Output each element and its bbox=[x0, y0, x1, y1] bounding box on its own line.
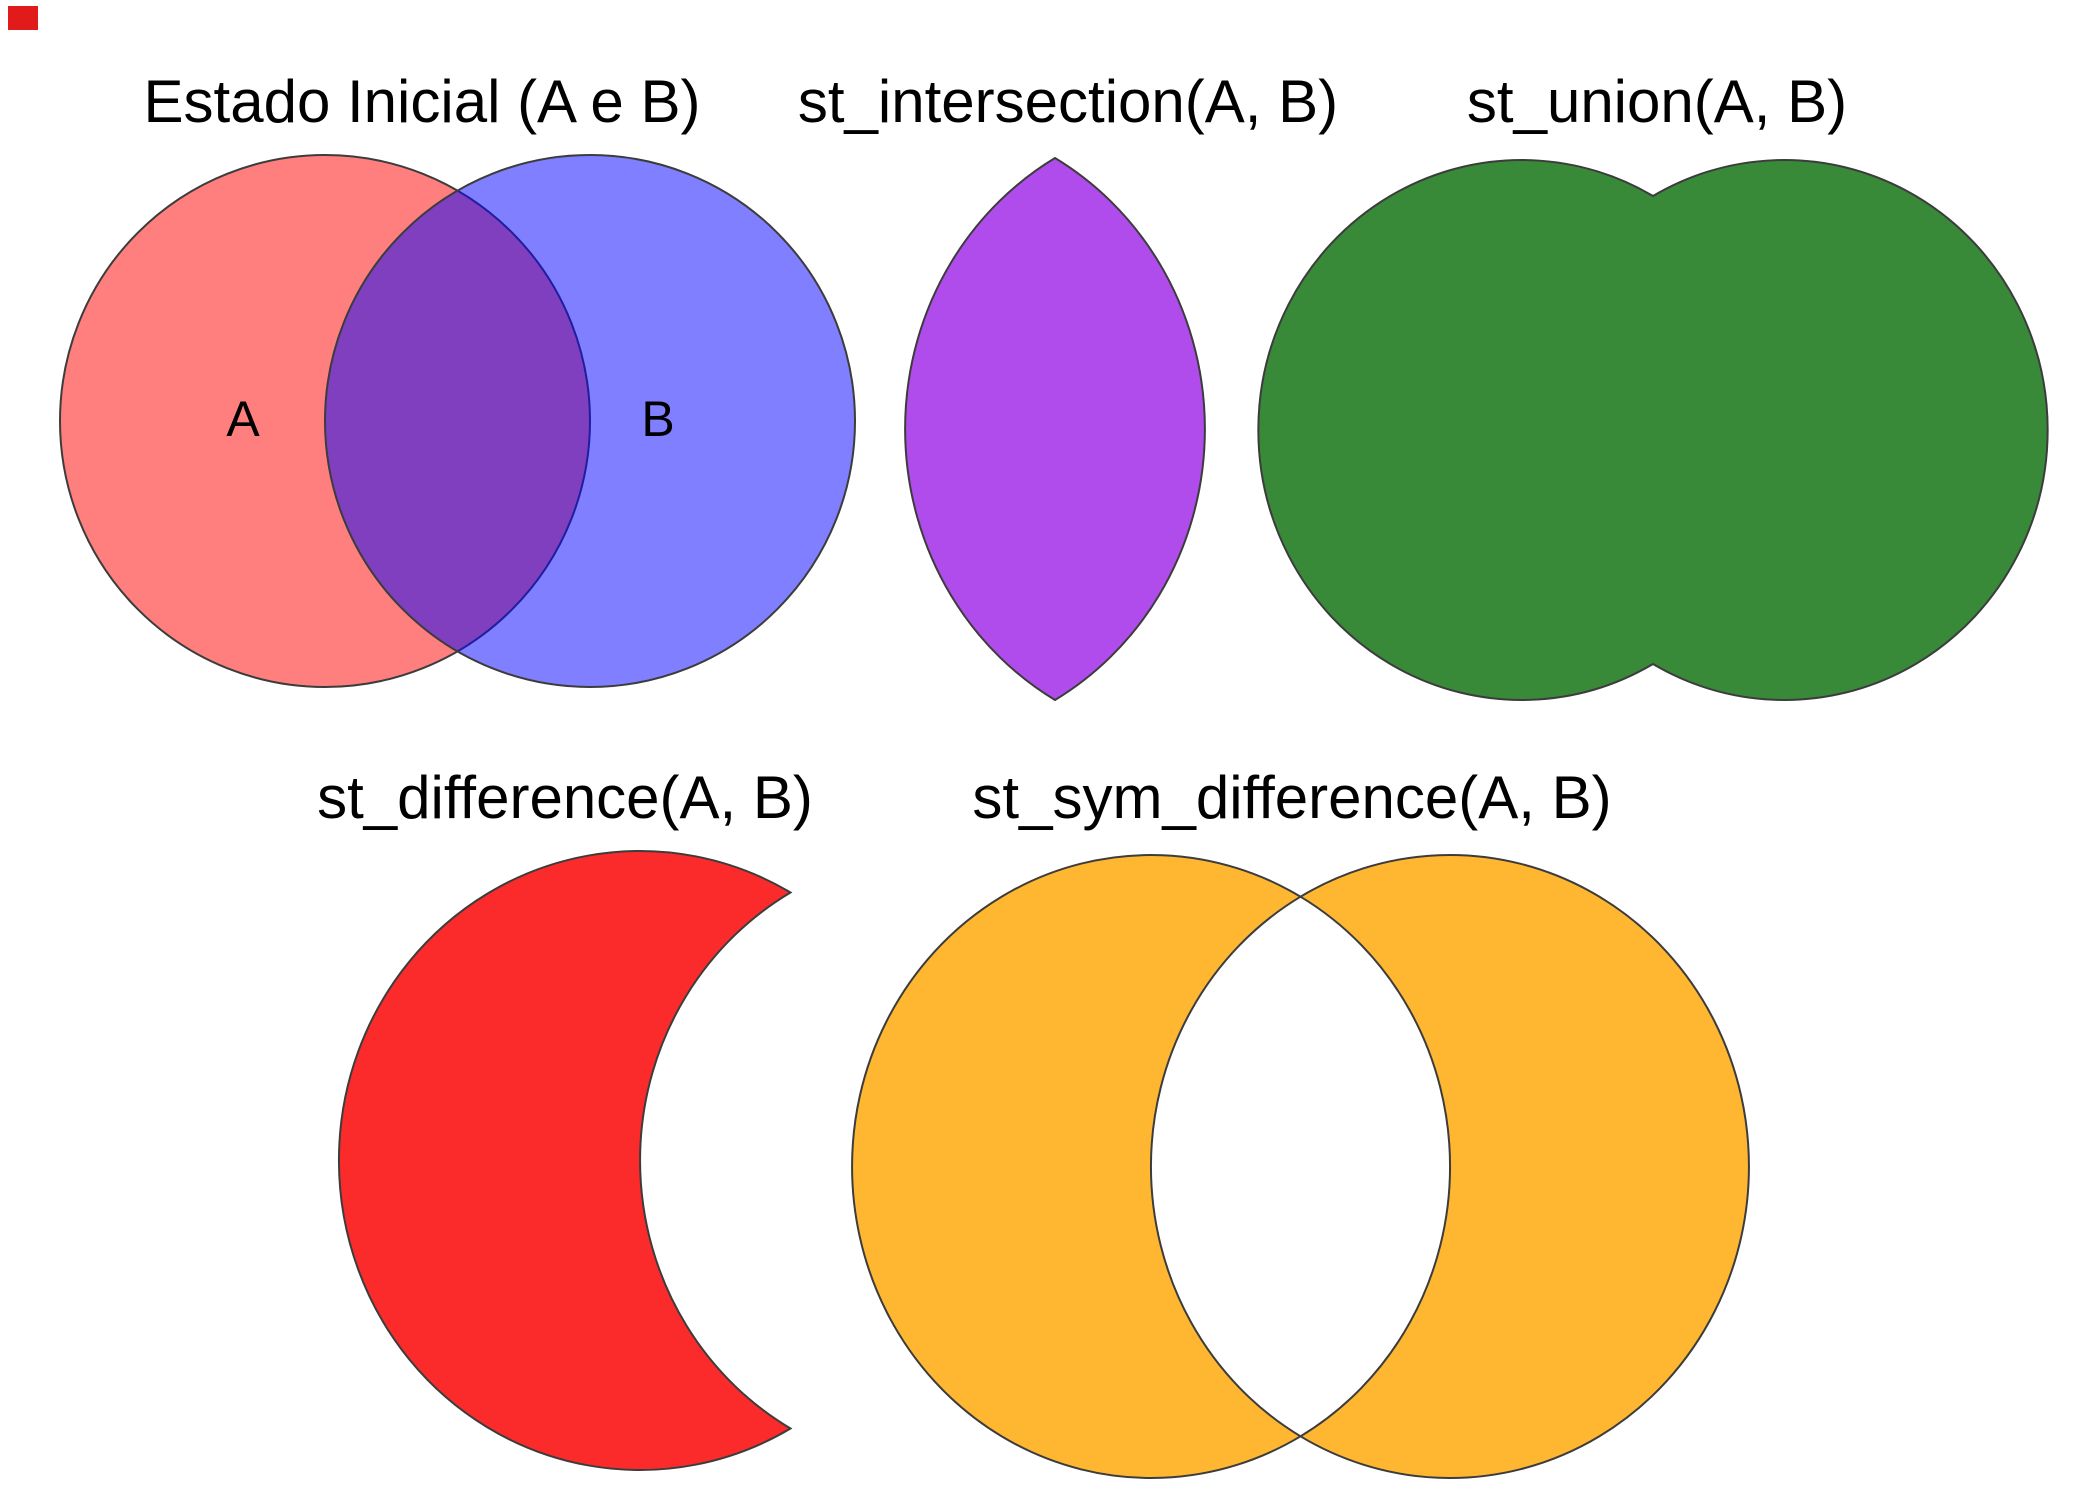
union-shape bbox=[1257, 159, 2049, 701]
corner-red-mark bbox=[8, 6, 38, 30]
intersection-shape bbox=[904, 156, 1206, 702]
panel-title-intersection: st_intersection(A, B) bbox=[797, 68, 1339, 135]
sym-difference-left-crescent bbox=[851, 854, 1303, 1479]
sym-difference-right-crescent bbox=[1298, 854, 1750, 1479]
panel-title-difference: st_difference(A, B) bbox=[317, 764, 813, 831]
difference-shape bbox=[338, 850, 793, 1471]
panel-title-union: st_union(A, B) bbox=[1466, 68, 1848, 135]
panel-title-initial: Estado Inicial (A e B) bbox=[143, 68, 701, 135]
circle-b bbox=[324, 154, 856, 688]
panel-title-sym-difference: st_sym_difference(A, B) bbox=[972, 764, 1612, 831]
label-b: B bbox=[641, 391, 675, 447]
label-a: A bbox=[226, 391, 260, 447]
